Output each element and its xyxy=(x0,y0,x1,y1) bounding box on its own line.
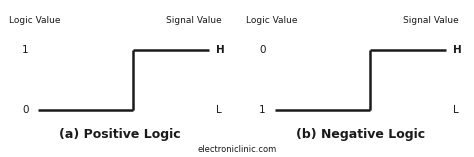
Text: electroniclinic.com: electroniclinic.com xyxy=(197,145,277,154)
Text: Signal Value: Signal Value xyxy=(403,16,459,25)
Text: 0: 0 xyxy=(22,105,28,115)
Text: H: H xyxy=(453,45,461,55)
Text: Signal Value: Signal Value xyxy=(166,16,222,25)
Text: (b) Negative Logic: (b) Negative Logic xyxy=(296,128,425,141)
Text: (a) Positive Logic: (a) Positive Logic xyxy=(59,128,181,141)
Text: 0: 0 xyxy=(259,45,265,55)
Text: L: L xyxy=(216,105,221,115)
Text: 1: 1 xyxy=(259,105,265,115)
Text: L: L xyxy=(453,105,458,115)
Text: H: H xyxy=(216,45,224,55)
Text: Logic Value: Logic Value xyxy=(246,16,298,25)
Text: Logic Value: Logic Value xyxy=(9,16,61,25)
Text: 1: 1 xyxy=(22,45,28,55)
